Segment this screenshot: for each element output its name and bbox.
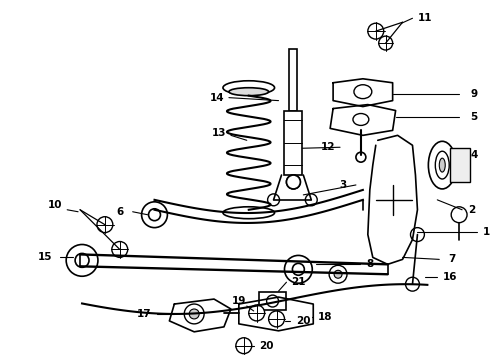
Ellipse shape [223,207,274,219]
Ellipse shape [354,85,372,99]
Bar [259,292,287,310]
Text: 15: 15 [38,252,52,262]
Circle shape [236,338,252,354]
Text: 14: 14 [210,93,224,103]
Circle shape [356,152,366,162]
Text: 11: 11 [418,13,433,23]
Circle shape [305,194,317,206]
Circle shape [267,295,278,307]
Circle shape [379,36,392,50]
Text: 2: 2 [468,205,476,215]
Text: 1: 1 [483,226,490,237]
Text: 19: 19 [232,296,246,306]
Text: 10: 10 [48,200,63,210]
Circle shape [112,242,128,257]
Ellipse shape [435,151,449,179]
Circle shape [249,305,265,321]
Text: 17: 17 [137,309,152,319]
Ellipse shape [428,141,456,189]
Circle shape [287,175,300,189]
Circle shape [184,304,204,324]
Text: 21: 21 [291,277,306,287]
Circle shape [368,23,384,39]
Circle shape [269,311,285,327]
Ellipse shape [353,113,369,125]
Text: 5: 5 [470,112,478,122]
Text: 3: 3 [340,180,346,190]
Circle shape [285,255,312,283]
Circle shape [451,207,467,223]
Circle shape [293,264,304,275]
Text: 13: 13 [212,129,226,138]
Circle shape [411,228,424,242]
Circle shape [148,209,160,221]
Ellipse shape [229,88,269,96]
Bar [450,148,470,182]
Circle shape [406,277,419,291]
Circle shape [287,175,300,189]
Circle shape [189,309,199,319]
Text: 18: 18 [318,312,332,322]
Ellipse shape [439,158,445,172]
Text: 6: 6 [116,207,123,217]
Text: 9: 9 [470,89,478,99]
Circle shape [142,202,168,228]
Bar [285,111,302,175]
Text: 16: 16 [443,272,458,282]
Text: 12: 12 [321,142,335,152]
Bar [290,49,297,111]
Text: 8: 8 [366,259,373,269]
Circle shape [268,194,279,206]
Circle shape [97,217,113,233]
Text: 20: 20 [296,316,311,326]
Text: 7: 7 [448,255,456,264]
Circle shape [329,265,347,283]
Circle shape [66,244,98,276]
Circle shape [334,270,342,278]
Ellipse shape [223,81,274,95]
Circle shape [75,253,89,267]
Text: 20: 20 [259,341,274,351]
Text: 4: 4 [470,150,478,160]
